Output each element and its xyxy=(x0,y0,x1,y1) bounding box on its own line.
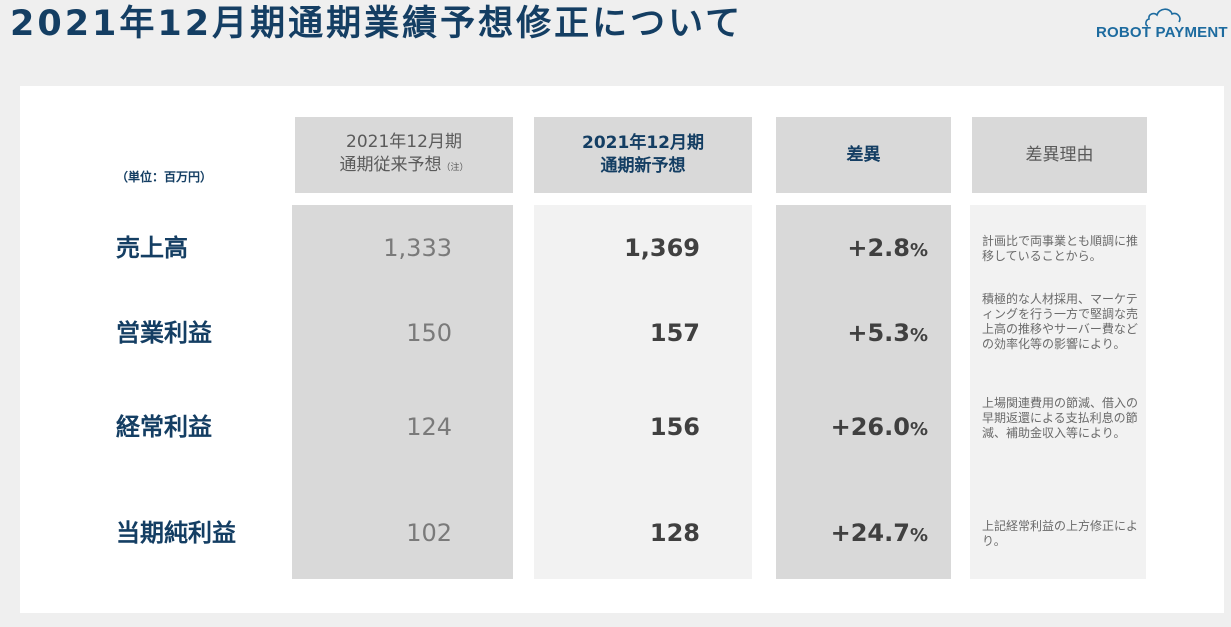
row-label-revenue: 売上高 xyxy=(116,234,188,262)
unit-label: （単位：百万円） xyxy=(116,170,213,184)
header-previous-forecast: 2021年12月期 通期従来予想（注） xyxy=(295,117,513,193)
reason-net-income: 上記経常利益の上方修正により。 xyxy=(982,519,1139,548)
previous-forecast-column xyxy=(292,205,513,579)
header-new-line2: 通期新予想 xyxy=(600,156,686,176)
header-difference: 差異 xyxy=(776,117,951,193)
header-prev-line1: 2021年12月期 xyxy=(346,131,462,152)
header-prev-line2: 通期従来予想 xyxy=(339,154,442,175)
page-title: 2021年12月期通期業績予想修正について xyxy=(10,4,744,44)
reason-ordinary-profit: 上場関連費用の節減、借入の早期返還による支払利息の節減、補助金収入等により。 xyxy=(982,396,1139,440)
reason-revenue: 計画比で両事業とも順調に推移していることから。 xyxy=(982,234,1139,263)
new-value-operating-profit: 157 xyxy=(649,319,700,347)
prev-value-revenue: 1,333 xyxy=(383,234,452,262)
reason-operating-profit: 積極的な人材採用、マーケティングを行う一方で堅調な売上高の推移やサーバー費などの… xyxy=(982,292,1139,351)
new-value-ordinary-profit: 156 xyxy=(649,413,700,441)
robot-payment-logo: ROBOT PAYMENT xyxy=(1096,6,1231,46)
header-prev-note: （注） xyxy=(441,162,469,173)
reason-column xyxy=(970,205,1146,579)
diff-value-net-income: +24.7% xyxy=(830,519,928,547)
difference-column xyxy=(776,205,951,579)
row-label-operating-profit: 営業利益 xyxy=(116,319,212,347)
diff-value-ordinary-profit: +26.0% xyxy=(830,413,928,441)
header-new-line1: 2021年12月期 xyxy=(582,133,704,153)
prev-value-operating-profit: 150 xyxy=(406,319,452,347)
row-label-ordinary-profit: 経常利益 xyxy=(116,413,212,441)
header-new-forecast: 2021年12月期 通期新予想 xyxy=(534,117,752,193)
new-forecast-column xyxy=(534,205,752,579)
diff-value-revenue: +2.8% xyxy=(847,234,928,262)
new-value-net-income: 128 xyxy=(649,519,700,547)
diff-value-operating-profit: +5.3% xyxy=(847,319,928,347)
cloud-icon xyxy=(1145,8,1181,27)
prev-value-net-income: 102 xyxy=(406,519,452,547)
prev-value-ordinary-profit: 124 xyxy=(406,413,452,441)
header-diff-label: 差異 xyxy=(846,144,881,165)
row-label-net-income: 当期純利益 xyxy=(116,519,236,547)
new-value-revenue: 1,369 xyxy=(624,234,700,262)
header-reason: 差異理由 xyxy=(972,117,1147,193)
brand-name: ROBOT PAYMENT xyxy=(1096,24,1228,41)
header-reason-label: 差異理由 xyxy=(1025,144,1094,165)
